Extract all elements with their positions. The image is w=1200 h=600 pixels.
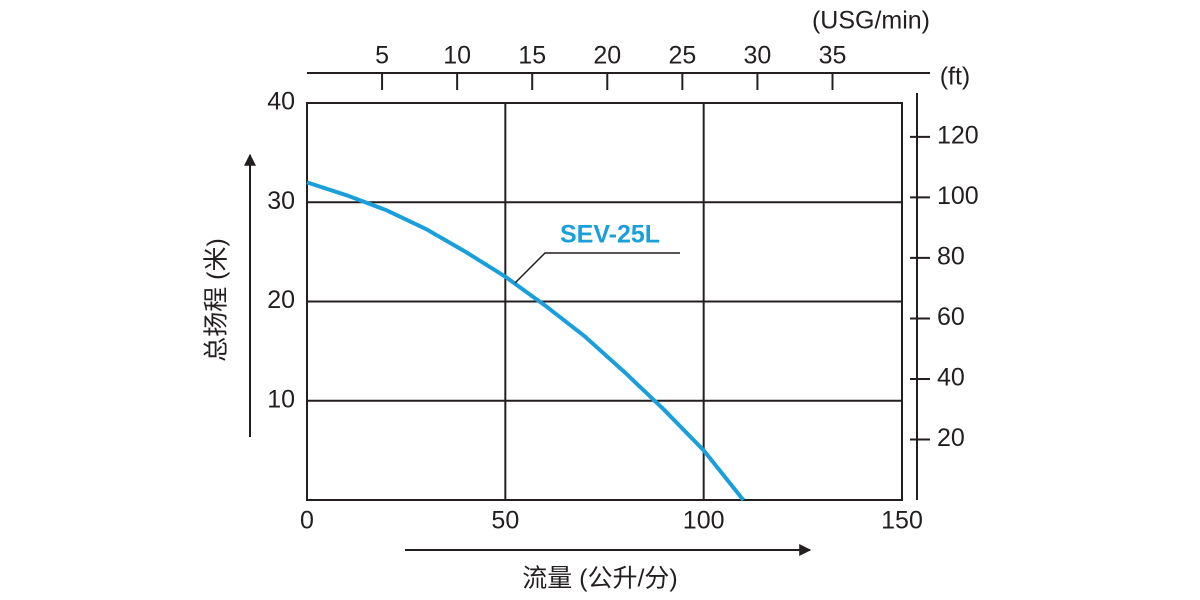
y-tick-label: 40 xyxy=(267,88,295,116)
y2-tick-label: 20 xyxy=(937,424,965,452)
y2-tick-label: 80 xyxy=(937,243,965,271)
x-tick-label: 100 xyxy=(683,507,725,535)
y2-tick-label: 40 xyxy=(937,364,965,392)
x2-tick-label: 25 xyxy=(668,42,696,70)
y-tick-label: 10 xyxy=(267,385,295,413)
x2-tick-label: 5 xyxy=(375,42,389,70)
x-tick-label: 0 xyxy=(300,507,314,535)
x2-tick-label: 20 xyxy=(593,42,621,70)
leader-line xyxy=(514,252,680,284)
x2-tick-label: 10 xyxy=(443,42,471,70)
x-axis-label: 流量 (公升/分) xyxy=(522,565,678,593)
x2-tick-label: 15 xyxy=(518,42,546,70)
y2-axis-label: (ft) xyxy=(940,63,971,91)
plot-frame xyxy=(306,102,903,501)
x-tick-label: 150 xyxy=(881,507,923,535)
x-tick-label: 50 xyxy=(491,507,519,535)
x2-axis-label: (USG/min) xyxy=(812,7,930,35)
x2-tick-label: 35 xyxy=(819,42,847,70)
y2-tick-label: 120 xyxy=(937,121,979,149)
series-line xyxy=(306,180,745,502)
x2-tick-label: 30 xyxy=(744,42,772,70)
y-tick-label: 20 xyxy=(267,286,295,314)
y-tick-label: 30 xyxy=(267,187,295,215)
y2-tick-label: 60 xyxy=(937,303,965,331)
y-axis-label: 总扬程 (米) xyxy=(203,238,231,362)
series-label: SEV-25L xyxy=(560,221,660,249)
y2-tick-label: 100 xyxy=(937,182,979,210)
